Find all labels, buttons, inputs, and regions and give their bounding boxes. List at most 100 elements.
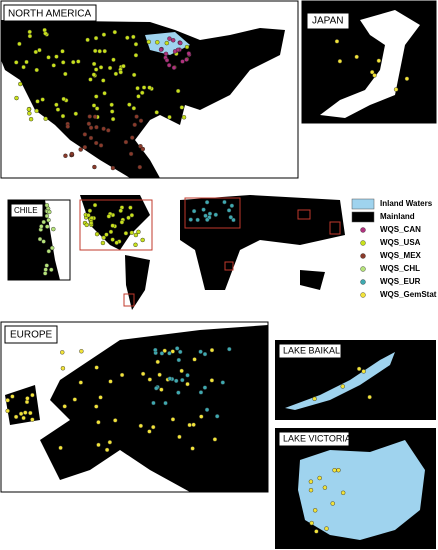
- station-dot: [187, 422, 192, 428]
- station-dot: [84, 222, 89, 228]
- station-dot: [171, 38, 176, 43]
- station-dot: [109, 109, 115, 114]
- station-dot: [93, 48, 98, 54]
- station-dot: [212, 437, 218, 442]
- station-dot: [113, 418, 118, 423]
- station-dot: [175, 47, 181, 53]
- station-dot: [41, 219, 46, 225]
- station-dot: [309, 520, 314, 526]
- station-dot: [51, 63, 56, 68]
- station-dot: [376, 58, 382, 63]
- station-dot: [180, 59, 185, 64]
- station-dot: [136, 94, 141, 99]
- station-dot: [171, 65, 177, 70]
- station-dot: [137, 164, 143, 170]
- legend-label: WQS_CHL: [380, 264, 420, 273]
- station-dot: [176, 357, 182, 363]
- station-dot: [46, 55, 51, 60]
- station-dot: [181, 115, 187, 120]
- station-dot: [86, 213, 91, 218]
- station-dot: [159, 351, 165, 356]
- station-dot: [119, 372, 125, 378]
- station-dot: [109, 102, 114, 107]
- station-dot: [106, 214, 112, 219]
- station-dot: [184, 57, 189, 62]
- station-dot: [128, 151, 134, 157]
- station-dot: [178, 349, 183, 355]
- station-dot: [176, 390, 181, 395]
- station-dot: [88, 135, 94, 141]
- station-dot: [227, 346, 232, 352]
- label-box: [278, 431, 350, 447]
- station-dot: [104, 232, 109, 237]
- station-dot: [336, 467, 341, 473]
- station-dot: [58, 445, 63, 451]
- station-dot: [92, 164, 97, 170]
- station-dot: [102, 91, 107, 96]
- station-dot: [61, 60, 66, 65]
- station-dot: [54, 102, 59, 107]
- station-dot: [324, 526, 329, 531]
- station-dot: [101, 32, 107, 37]
- station-dot: [133, 242, 138, 247]
- station-dot: [167, 351, 172, 356]
- station-dot: [87, 114, 92, 119]
- station-dot: [356, 366, 362, 372]
- station-dot: [202, 385, 208, 390]
- station-dot: [37, 47, 42, 53]
- station-dot: [162, 348, 167, 353]
- station-dot: [177, 434, 182, 440]
- station-dot: [215, 414, 220, 419]
- station-dot: [18, 411, 24, 416]
- label-box: [278, 343, 342, 359]
- station-dot: [372, 73, 377, 78]
- world-map: [79, 195, 345, 310]
- station-dot: [24, 59, 29, 65]
- station-dot: [94, 94, 99, 99]
- legend-swatch: [360, 227, 366, 233]
- station-dot: [198, 390, 204, 395]
- europe-panel: EUROPE: [0, 321, 269, 493]
- station-dot: [13, 414, 19, 420]
- station-dot: [159, 387, 164, 392]
- station-dot: [191, 422, 196, 427]
- station-dot: [93, 140, 99, 146]
- legend-label: WQS_USA: [380, 238, 421, 247]
- station-dot: [25, 396, 30, 401]
- station-dot: [18, 81, 23, 87]
- station-dot: [42, 27, 47, 33]
- station-dot: [43, 116, 48, 121]
- station-dot: [147, 377, 153, 382]
- label-box: [3, 4, 97, 22]
- station-dot: [188, 217, 193, 222]
- station-dot: [154, 386, 159, 391]
- panel-label: NORTH AMERICA: [8, 9, 91, 20]
- station-dot: [60, 366, 66, 371]
- station-dot: [17, 41, 22, 47]
- region-box: [123, 293, 135, 307]
- station-dot: [207, 211, 213, 216]
- legend-swatch: [351, 198, 375, 210]
- panel-label: LAKE VICTORIA: [283, 433, 351, 443]
- station-dot: [166, 63, 172, 68]
- station-dot: [87, 208, 93, 213]
- station-dot: [121, 63, 126, 69]
- station-dot: [220, 380, 225, 385]
- station-dot: [65, 124, 70, 129]
- legend-swatch: [351, 211, 375, 223]
- station-dot: [107, 440, 113, 445]
- station-dot: [127, 102, 132, 107]
- station-dot: [125, 35, 130, 40]
- station-dot: [101, 126, 106, 131]
- station-dot: [113, 71, 119, 77]
- station-dot: [60, 350, 65, 355]
- station-dot: [354, 54, 359, 60]
- station-dot: [157, 372, 162, 378]
- station-dot: [199, 414, 204, 419]
- station-dot: [131, 72, 137, 78]
- station-dot: [146, 39, 151, 45]
- station-dot: [163, 400, 168, 406]
- station-dot: [62, 404, 67, 409]
- station-dot: [151, 400, 156, 406]
- station-dot: [94, 231, 100, 237]
